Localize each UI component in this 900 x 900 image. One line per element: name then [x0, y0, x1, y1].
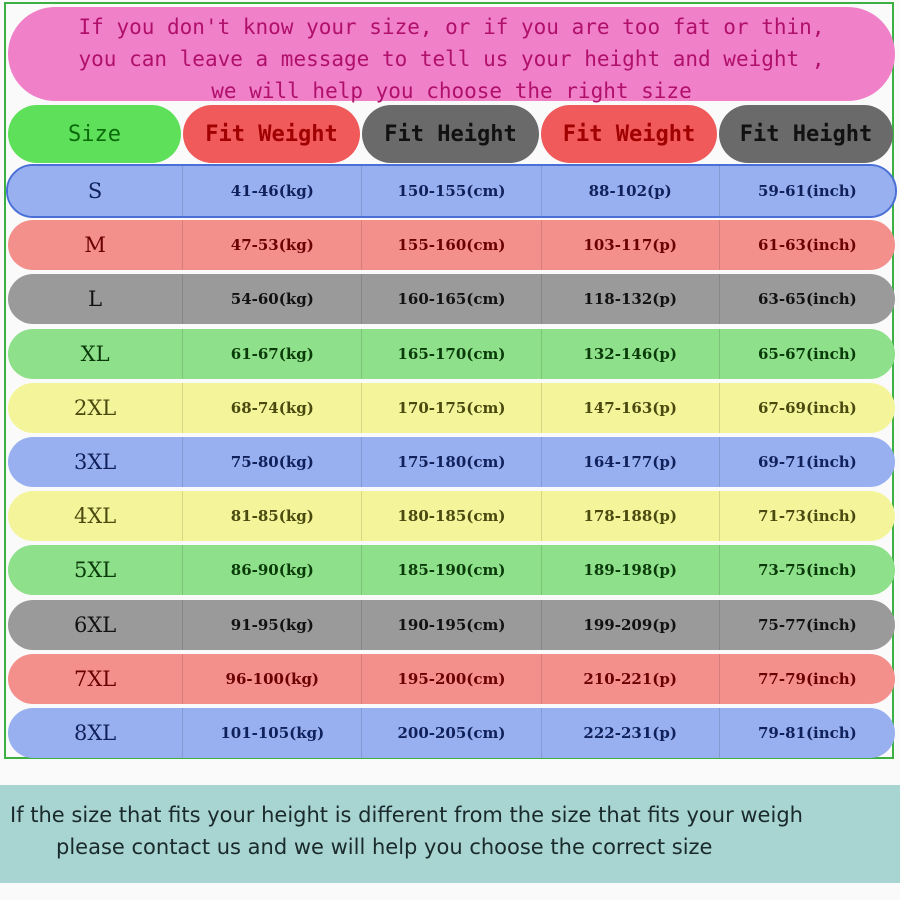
column-header: Fit Height	[719, 105, 893, 163]
cell-size: 7XL	[8, 653, 184, 704]
top-message-line: we will help you choose the right size	[211, 79, 692, 103]
cell-kg: 47-53(kg)	[183, 220, 363, 271]
cell-size: 5XL	[8, 545, 184, 596]
cell-cm: 160-165(cm)	[362, 274, 542, 325]
cell-kg: 91-95(kg)	[183, 599, 363, 650]
cell-cm: 190-195(cm)	[362, 599, 542, 650]
table-row: 5XL 86-90(kg) 185-190(cm) 189-198(p) 73-75(i…	[8, 545, 895, 596]
cell-kg: 54-60(kg)	[183, 274, 363, 325]
table-row: 8XL 101-105(kg) 200-205(cm) 222-231(p) 79-81…	[8, 708, 895, 758]
table-row: XL 61-67(kg) 165-170(cm) 132-146(p) 65-67(in…	[8, 328, 895, 379]
cell-size: S	[8, 166, 184, 216]
cell-kg: 68-74(kg)	[183, 382, 363, 433]
cell-cm: 180-185(cm)	[362, 491, 542, 542]
table-row: 4XL 81-85(kg) 180-185(cm) 178-188(p) 71-73(i…	[8, 491, 895, 542]
cell-cm: 200-205(cm)	[362, 708, 542, 758]
cell-cm: 165-170(cm)	[362, 328, 542, 379]
column-header: Fit Weight	[183, 105, 360, 163]
column-header: Size	[8, 105, 181, 163]
cell-lb: 103-117(p)	[542, 220, 720, 271]
cell-lb: 164-177(p)	[542, 437, 720, 487]
cell-size: XL	[8, 328, 184, 379]
bottom-message-line: please contact us and we will help you c…	[56, 835, 713, 859]
cell-inch: 73-75(inch)	[757, 561, 857, 580]
cell-inch: 69-71(inch)	[757, 453, 857, 471]
table-frame	[4, 2, 894, 759]
cell-lb: 222-231(p)	[542, 708, 720, 758]
bottom-message-banner: If the size that fits your height is dif…	[0, 785, 900, 883]
cell-size: 6XL	[8, 599, 184, 650]
cell-lb: 189-198(p)	[542, 545, 720, 596]
table-row: L 54-60(kg) 160-165(cm) 118-132(p) 63-65(inc…	[8, 274, 895, 325]
table-row: 3XL 75-80(kg) 175-180(cm) 164-177(p) 69-71(i…	[8, 437, 895, 487]
cell-size: 3XL	[8, 437, 184, 487]
cell-inch: 71-73(inch)	[757, 507, 857, 526]
cell-lb: 178-188(p)	[542, 491, 720, 542]
column-header: Fit Weight	[541, 105, 717, 163]
bottom-message-line: If the size that fits your height is dif…	[10, 803, 803, 827]
cell-inch: 77-79(inch)	[757, 669, 857, 688]
table-row: 2XL 68-74(kg) 170-175(cm) 147-163(p) 67-69(i…	[8, 382, 895, 433]
cell-cm: 170-175(cm)	[362, 382, 542, 433]
cell-size: 4XL	[8, 491, 184, 542]
cell-kg: 75-80(kg)	[183, 437, 363, 487]
cell-cm: 175-180(cm)	[362, 437, 542, 487]
table-row: S 41-46(kg) 150-155(cm) 88-102(p) 59-61(inch…	[6, 164, 897, 218]
cell-inch: 61-63(inch)	[757, 236, 857, 255]
cell-lb: 88-102(p)	[542, 166, 720, 216]
top-message-line: If you don't know your size, or if you a…	[78, 15, 825, 39]
cell-lb: 147-163(p)	[542, 382, 720, 433]
cell-inch: 65-67(inch)	[757, 344, 857, 363]
cell-size: L	[8, 274, 184, 325]
cell-cm: 185-190(cm)	[362, 545, 542, 596]
cell-size: M	[8, 220, 184, 271]
cell-kg: 96-100(kg)	[183, 653, 363, 704]
cell-lb: 132-146(p)	[542, 328, 720, 379]
cell-lb: 118-132(p)	[542, 274, 720, 325]
cell-size: 8XL	[8, 708, 184, 758]
cell-inch: 59-61(inch)	[757, 182, 857, 200]
cell-inch: 75-77(inch)	[757, 615, 857, 634]
table-row: 6XL 91-95(kg) 190-195(cm) 199-209(p) 75-77(i…	[8, 599, 895, 650]
column-header: Fit Height	[362, 105, 539, 163]
cell-kg: 101-105(kg)	[183, 708, 363, 758]
cell-cm: 150-155(cm)	[362, 166, 542, 216]
cell-lb: 210-221(p)	[542, 653, 720, 704]
table-row: 7XL 96-100(kg) 195-200(cm) 210-221(p) 77-79(…	[8, 653, 895, 704]
cell-lb: 199-209(p)	[542, 599, 720, 650]
cell-kg: 41-46(kg)	[183, 166, 363, 216]
cell-kg: 86-90(kg)	[183, 545, 363, 596]
top-message-banner: If you don't know your size, or if you a…	[8, 7, 895, 103]
cell-inch: 79-81(inch)	[757, 724, 857, 742]
cell-inch: 67-69(inch)	[757, 398, 857, 417]
cell-cm: 155-160(cm)	[362, 220, 542, 271]
cell-cm: 195-200(cm)	[362, 653, 542, 704]
cell-kg: 81-85(kg)	[183, 491, 363, 542]
cell-size: 2XL	[8, 382, 184, 433]
cell-kg: 61-67(kg)	[183, 328, 363, 379]
cell-inch: 63-65(inch)	[757, 290, 857, 309]
table-row: M 47-53(kg) 155-160(cm) 103-117(p) 61-63(inc…	[8, 220, 895, 271]
top-message-line: you can leave a message to tell us your …	[78, 47, 825, 71]
